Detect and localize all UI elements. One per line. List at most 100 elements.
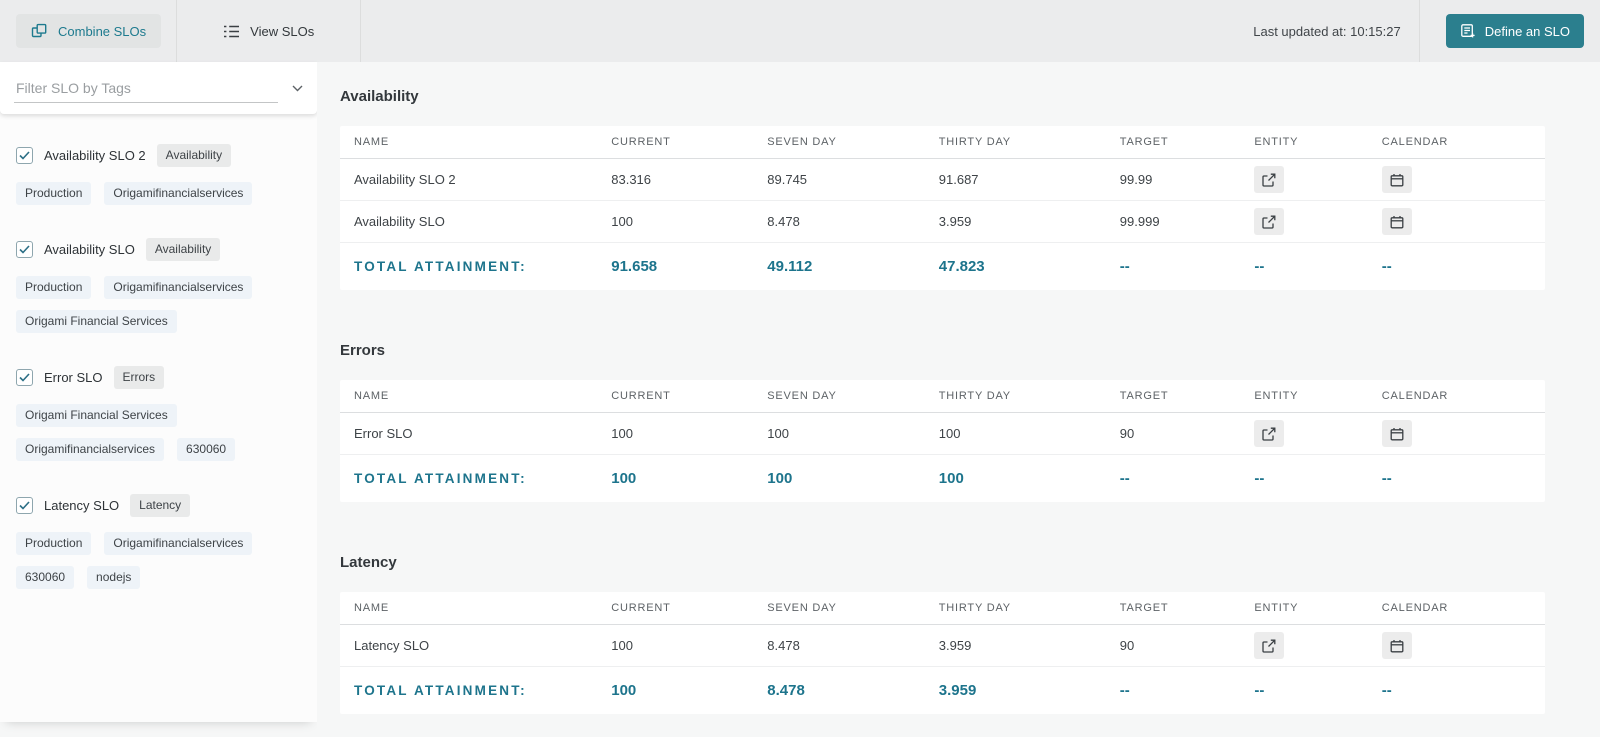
view-slos-button[interactable]: View SLOs (177, 15, 360, 48)
calendar-button[interactable] (1381, 166, 1412, 193)
total-entity: -- (1254, 258, 1265, 275)
column-header-calendar: CALENDAR (1381, 602, 1449, 614)
calendar-button[interactable] (1381, 420, 1412, 447)
topbar-divider (176, 0, 178, 62)
slo-name: Availability SLO (44, 242, 135, 257)
check-icon (19, 501, 30, 510)
main-content: Availability NAME CURRENT SEVEN DAY THIR… (317, 62, 1600, 737)
note-add-icon (1460, 23, 1476, 39)
cell-thirty-day: 3.959 (938, 214, 972, 229)
calendar-icon (1390, 639, 1404, 652)
topbar-divider (1418, 0, 1420, 62)
entity-link-button[interactable] (1254, 166, 1285, 193)
total-attainment-row: TOTAL ATTAINMENT: 91.658 49.112 47.823 -… (340, 243, 1545, 290)
entity-link-button[interactable] (1254, 632, 1285, 659)
filter-slo-card (0, 62, 317, 114)
cell-target: 99.99 (1119, 172, 1153, 187)
cell-name: Availability SLO (354, 214, 445, 229)
section-latency: Latency NAME CURRENT SEVEN DAY THIRTY DA… (340, 554, 1545, 714)
topbar: Combine SLOs View SLOs Last updated at: … (0, 0, 1600, 62)
table-header-row: NAME CURRENT SEVEN DAY THIRTY DAY TARGET… (340, 126, 1545, 159)
cell-target: 90 (1119, 638, 1135, 653)
section-title: Availability (340, 88, 419, 105)
table-row: Error SLO 100 100 100 90 (340, 413, 1545, 455)
view-slos-label: View SLOs (250, 23, 315, 39)
cell-thirty-day: 91.687 (938, 172, 979, 187)
external-link-icon (1262, 639, 1276, 653)
slo-checkbox[interactable] (16, 369, 33, 386)
cell-seven-day: 8.478 (767, 638, 800, 653)
calendar-button[interactable] (1381, 632, 1412, 659)
slo-category-tag: Latency (130, 494, 191, 517)
cell-seven-day: 89.745 (767, 172, 808, 187)
total-seven-day: 49.112 (767, 258, 813, 275)
entity-link-button[interactable] (1254, 420, 1285, 447)
total-seven-day: 100 (767, 470, 793, 487)
calendar-icon (1390, 215, 1404, 228)
slo-tag: Origamifinancialservices (104, 532, 253, 555)
total-attainment-label: TOTAL ATTAINMENT: (354, 259, 527, 274)
calendar-button[interactable] (1381, 208, 1412, 235)
slo-name: Latency SLO (44, 498, 120, 513)
total-attainment-row: TOTAL ATTAINMENT: 100 8.478 3.959 -- -- … (340, 667, 1545, 714)
column-header-current: CURRENT (611, 390, 671, 402)
combine-slos-label: Combine SLOs (58, 23, 147, 39)
calendar-icon (1390, 427, 1404, 440)
slo-category-tag: Availability (156, 144, 232, 167)
slo-category-tag: Availability (145, 238, 221, 261)
define-slo-button[interactable]: Define an SLO (1445, 14, 1584, 48)
table-row: Availability SLO 100 8.478 3.959 99.999 (340, 201, 1545, 243)
table-row: Latency SLO 100 8.478 3.959 90 (340, 625, 1545, 667)
entity-link-button[interactable] (1254, 208, 1285, 235)
total-current: 100 (611, 470, 637, 487)
slo-list-item: Error SLO Errors Origami Financial Servi… (16, 366, 317, 461)
slo-checkbox[interactable] (16, 147, 33, 164)
table-row: Availability SLO 2 83.316 89.745 91.687 … (340, 159, 1545, 201)
last-updated-text: Last updated at: 10:15:27 (1253, 23, 1401, 39)
slo-list-item: Availability SLO Availability Production… (16, 238, 317, 333)
column-header-name: NAME (354, 390, 389, 402)
column-header-entity: ENTITY (1254, 390, 1299, 402)
slo-list-item: Availability SLO 2 Availability Producti… (16, 144, 317, 205)
cell-name: Availability SLO 2 (354, 172, 456, 187)
cell-current: 83.316 (611, 172, 652, 187)
column-header-calendar: CALENDAR (1381, 136, 1449, 148)
cell-seven-day: 100 (767, 426, 789, 441)
cell-target: 99.999 (1119, 214, 1160, 229)
list-icon (223, 24, 240, 39)
column-header-seven-day: SEVEN DAY (767, 602, 837, 614)
slo-checkbox[interactable] (16, 497, 33, 514)
slo-tag: Origamifinancialservices (16, 438, 165, 461)
slo-checkbox[interactable] (16, 241, 33, 258)
cell-current: 100 (611, 638, 633, 653)
check-icon (19, 151, 30, 160)
check-icon (19, 373, 30, 382)
column-header-entity: ENTITY (1254, 602, 1299, 614)
cell-name: Error SLO (354, 426, 413, 441)
slo-tag: Origami Financial Services (16, 404, 177, 427)
slo-tag: 630060 (16, 566, 75, 589)
external-link-icon (1262, 427, 1276, 441)
slo-table: NAME CURRENT SEVEN DAY THIRTY DAY TARGET… (340, 126, 1545, 290)
slo-tag: Production (16, 532, 92, 555)
slo-tag: 630060 (177, 438, 236, 461)
define-slo-label: Define an SLO (1484, 23, 1570, 39)
total-entity: -- (1254, 682, 1265, 699)
total-entity: -- (1254, 470, 1265, 487)
section-availability: Availability NAME CURRENT SEVEN DAY THIR… (340, 88, 1545, 290)
total-calendar: -- (1381, 682, 1392, 699)
total-current: 100 (611, 682, 637, 699)
slo-name: Error SLO (44, 370, 103, 385)
section-title: Errors (340, 342, 386, 359)
total-attainment-row: TOTAL ATTAINMENT: 100 100 100 -- -- -- (340, 455, 1545, 502)
slo-tag: Origami Financial Services (16, 310, 177, 333)
column-header-name: NAME (354, 602, 389, 614)
filter-slo-input[interactable] (14, 73, 278, 103)
column-header-seven-day: SEVEN DAY (767, 136, 837, 148)
slo-tag: nodejs (87, 566, 141, 589)
chevron-down-icon[interactable] (292, 85, 303, 92)
column-header-thirty-day: THIRTY DAY (938, 390, 1011, 402)
combine-slos-button[interactable]: Combine SLOs (16, 14, 162, 48)
table-header-row: NAME CURRENT SEVEN DAY THIRTY DAY TARGET… (340, 592, 1545, 625)
total-current: 91.658 (611, 258, 658, 275)
